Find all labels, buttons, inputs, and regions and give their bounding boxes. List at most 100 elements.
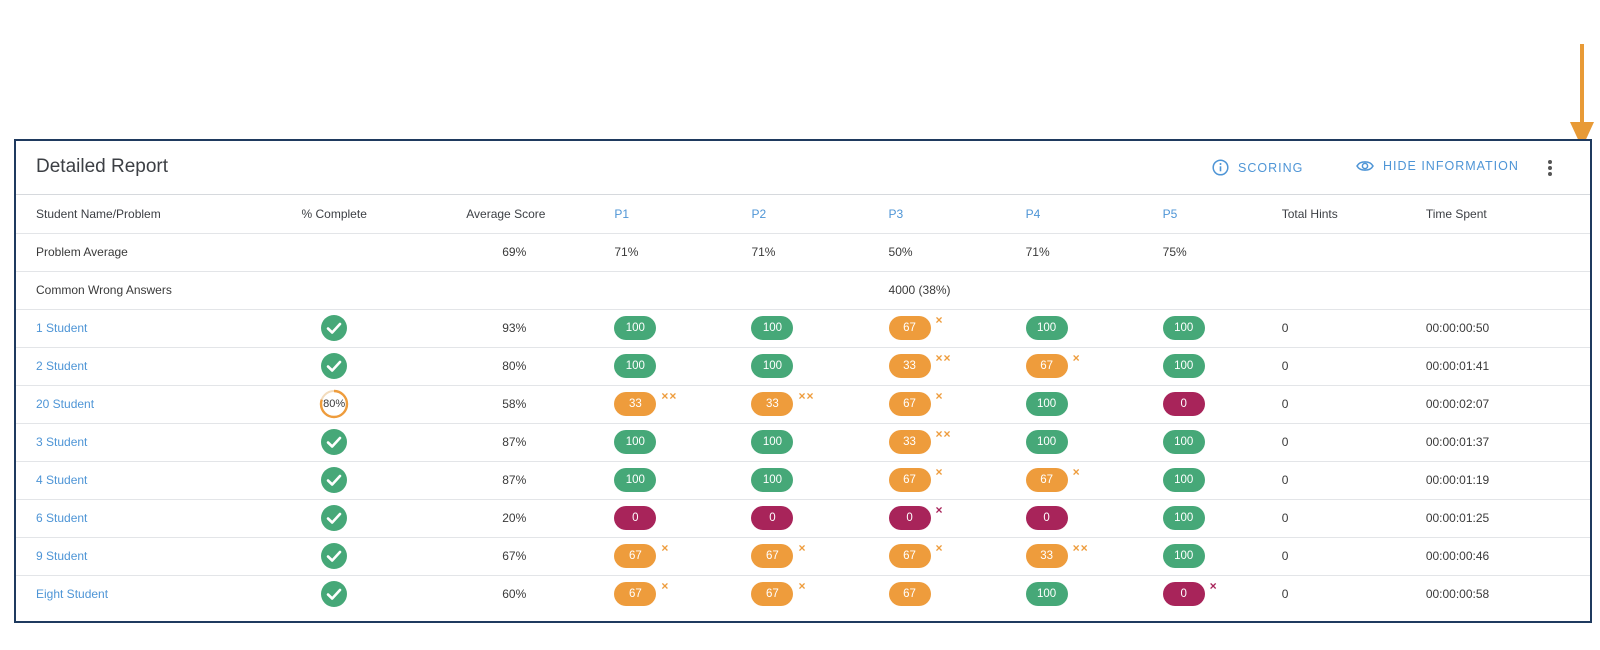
score-cell-p2: 33 ×× (751, 385, 889, 424)
score-pill[interactable]: 67 (888, 316, 931, 340)
student-name-link[interactable]: 2 Student (36, 359, 88, 373)
student-name-link[interactable]: 20 Student (36, 397, 95, 411)
scoring-button[interactable]: SCORING (1212, 159, 1303, 176)
score-pill[interactable]: 0 (1162, 582, 1205, 607)
problem-average-p3: 50% (888, 233, 1026, 272)
score-wrap: 100 (614, 430, 751, 454)
score-pill[interactable]: 100 (1025, 392, 1068, 416)
student-name-link[interactable]: 4 Student (36, 473, 88, 487)
total-hints-cell: 0 (1281, 461, 1426, 500)
score-pill[interactable]: 67 (888, 544, 931, 568)
score-pill[interactable]: 100 (1162, 544, 1205, 568)
score-pill[interactable]: 67 (1025, 354, 1068, 378)
score-pill[interactable]: 67 (888, 392, 931, 416)
average-score-cell: 93% (424, 309, 615, 348)
score-pill[interactable]: 0 (614, 506, 657, 530)
wrong-attempt-icon: × (661, 541, 670, 555)
score-wrap: 67 × (614, 579, 751, 607)
hide-information-button[interactable]: HIDE INFORMATION (1356, 159, 1519, 173)
score-pill[interactable]: 33 (614, 392, 657, 416)
check-circle-icon (321, 581, 348, 608)
total-hints-cell: 0 (1281, 587, 1289, 602)
time-spent-cell: 00:00:00:58 (1425, 587, 1490, 602)
score-pill[interactable]: 100 (751, 354, 794, 378)
score-pill[interactable]: 67 (751, 544, 794, 568)
score-pill[interactable]: 67 (751, 582, 794, 607)
col-header-hints: Total Hints (1281, 195, 1426, 234)
score-pill[interactable]: 100 (614, 430, 657, 454)
score-cell-p1: 33 ×× (614, 385, 752, 424)
total-hints-cell: 0 (1281, 309, 1426, 348)
score-pill[interactable]: 100 (1162, 354, 1205, 378)
score-pill[interactable]: 33 (1025, 544, 1068, 568)
score-pill[interactable]: 67 (888, 582, 931, 607)
col-header-complete: % Complete (244, 195, 425, 234)
score-pill[interactable]: 0 (888, 506, 931, 530)
student-name-link[interactable]: 1 Student (36, 321, 88, 335)
score-pill[interactable]: 100 (1025, 316, 1068, 340)
score-pill[interactable]: 100 (1162, 506, 1205, 530)
col-header-p4[interactable]: P4 (1025, 195, 1163, 234)
student-name-link[interactable]: 9 Student (36, 549, 88, 563)
col-header-p5[interactable]: P5 (1162, 195, 1282, 234)
score-pill[interactable]: 67 (888, 468, 931, 492)
common-wrong-p1 (614, 271, 752, 310)
score-wrap: 100 (751, 430, 888, 454)
wrong-attempt-icon: × (935, 503, 944, 517)
score-pill[interactable]: 100 (614, 316, 657, 340)
score-cell-p4: 100 (1025, 575, 1163, 613)
score-pill[interactable]: 100 (1025, 582, 1068, 607)
col-header-p2[interactable]: P2 (751, 195, 889, 234)
score-pill[interactable]: 67 (1025, 468, 1068, 492)
student-name-link[interactable]: Eight Student (36, 587, 109, 602)
time-spent-cell: 00:00:01:19 (1425, 461, 1590, 500)
annotation-arrow-shaft (1580, 44, 1584, 126)
score-wrap: 100 (1162, 468, 1282, 492)
score-pill[interactable]: 100 (1162, 468, 1205, 492)
progress-ring-arc (319, 389, 349, 419)
total-hints-cell: 0 (1281, 499, 1426, 538)
student-name-link[interactable]: 3 Student (36, 435, 88, 449)
score-pill[interactable]: 0 (1162, 392, 1205, 416)
score-pill[interactable]: 100 (1025, 430, 1068, 454)
score-cell-p1: 100 (614, 461, 752, 500)
score-cell-p5: 100 (1162, 499, 1282, 538)
student-name-link[interactable]: 6 Student (36, 511, 88, 525)
score-pill[interactable]: 0 (751, 506, 794, 530)
common-wrong-complete (244, 271, 425, 310)
score-wrap: 0 (751, 506, 888, 530)
score-pill[interactable]: 100 (1162, 316, 1205, 340)
student-row: 3 Student 87% 100 100 33 ×× 100 100 0 00:00:01:37 (16, 423, 1590, 462)
score-pill[interactable]: 33 (888, 354, 931, 378)
wrong-attempt-icon: ×× (935, 351, 952, 365)
score-pill[interactable]: 100 (1162, 430, 1205, 454)
wrong-attempt-icon: × (935, 465, 944, 479)
col-header-p3[interactable]: P3 (888, 195, 1026, 234)
score-pill[interactable]: 0 (1025, 506, 1068, 530)
score-wrap: 0 × (888, 503, 1026, 530)
time-spent-cell: 00:00:01:41 (1425, 347, 1590, 386)
score-pill[interactable]: 67 (614, 582, 657, 607)
score-pill[interactable]: 100 (751, 468, 794, 492)
detailed-report-panel: Detailed Report SCORING HIDE INFORMATION (14, 139, 1592, 623)
score-pill[interactable]: 100 (751, 316, 794, 340)
more-vertical-icon[interactable] (1544, 158, 1556, 178)
wrong-attempt-icon: × (935, 541, 944, 555)
score-pill[interactable]: 33 (888, 430, 931, 454)
eye-icon (1356, 161, 1374, 171)
score-pill[interactable]: 100 (751, 430, 794, 454)
score-wrap: 33 ×× (614, 389, 751, 416)
score-pill[interactable]: 67 (614, 544, 657, 568)
col-header-p1[interactable]: P1 (614, 195, 752, 234)
wrong-attempt-icon: × (1072, 465, 1081, 479)
score-wrap: 100 (1025, 430, 1163, 454)
score-wrap: 67 × (888, 313, 1026, 340)
hide-information-label: HIDE INFORMATION (1383, 159, 1519, 173)
score-pill[interactable]: 33 (751, 392, 794, 416)
score-pill[interactable]: 100 (614, 468, 657, 492)
score-cell-p5: 0 (1162, 385, 1282, 424)
score-cell-p2: 67 × (751, 537, 889, 576)
score-wrap: 100 (1025, 392, 1163, 416)
score-pill[interactable]: 100 (614, 354, 657, 378)
wrong-attempt-icon: × (1072, 351, 1081, 365)
